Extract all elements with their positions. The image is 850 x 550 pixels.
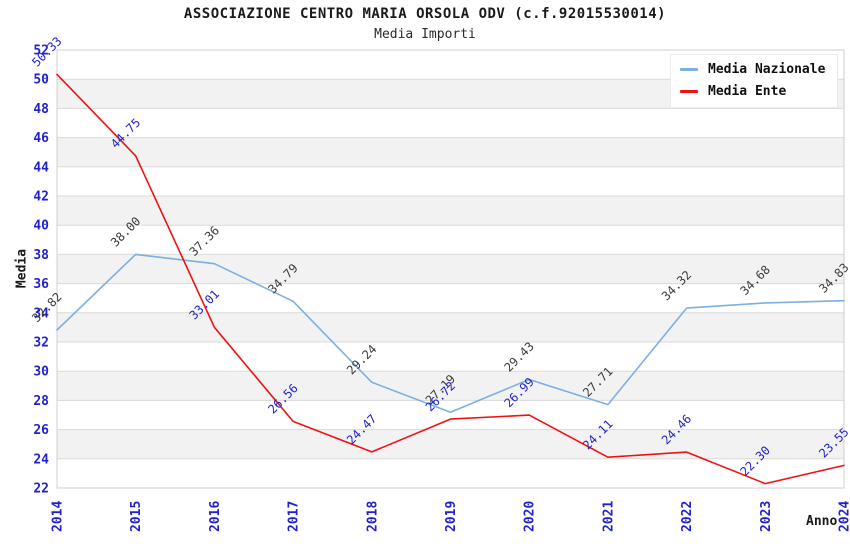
y-tick-label: 44 <box>33 160 49 175</box>
plot-band <box>57 137 844 167</box>
x-tick-label: 2024 <box>838 501 850 532</box>
x-tick-label: 2020 <box>523 501 538 532</box>
series-line-media-ente <box>56 73 845 485</box>
x-axis-label: Anno <box>806 514 838 529</box>
y-axis-label: Media <box>14 248 30 289</box>
data-label: 29.43 <box>501 339 536 374</box>
series-line-media-nazionale <box>56 253 845 414</box>
x-tick-label: 2021 <box>601 501 616 532</box>
legend-label-nazionale: Media Nazionale <box>708 62 826 77</box>
y-tick-label: 34 <box>33 306 49 321</box>
y-tick-label: 50 <box>33 73 49 88</box>
plot-band <box>57 196 844 226</box>
y-tick-label: 40 <box>33 219 49 234</box>
data-label: 37.36 <box>187 223 222 258</box>
plot-border <box>56 49 845 489</box>
y-tick-label: 26 <box>33 423 49 438</box>
y-tick-label: 52 <box>33 44 49 59</box>
legend-item-media-nazionale: Media Nazionale <box>680 62 825 77</box>
legend-label-ente: Media Ente <box>708 84 787 99</box>
y-tick-label: 46 <box>33 131 49 146</box>
plot-band <box>57 312 844 342</box>
x-tick-label: 2018 <box>365 501 380 532</box>
x-tick-label: 2022 <box>680 501 695 532</box>
y-tick-label: 24 <box>33 452 49 467</box>
plot-band <box>57 371 844 401</box>
y-tick-label: 38 <box>33 248 49 263</box>
y-tick-label: 28 <box>33 394 49 409</box>
x-tick-label: 2015 <box>129 501 144 532</box>
x-tick-label: 2014 <box>51 501 66 532</box>
legend-item-media-ente: Media Ente <box>680 84 825 99</box>
x-tick-label: 2023 <box>759 501 774 532</box>
x-tick-label: 2019 <box>444 501 459 532</box>
chart-subtitle: Media Importi <box>374 27 476 42</box>
legend: Media Nazionale Media Ente <box>670 54 839 108</box>
legend-swatch-ente-icon <box>680 90 698 93</box>
x-tick-label: 2016 <box>208 501 223 532</box>
y-tick-label: 30 <box>33 365 49 380</box>
y-tick-label: 42 <box>33 190 49 205</box>
plot-band <box>57 429 844 459</box>
y-tick-label: 22 <box>33 482 49 497</box>
y-tick-label: 32 <box>33 336 49 351</box>
y-tick-label: 48 <box>33 102 49 117</box>
legend-swatch-nazionale-icon <box>680 68 698 71</box>
chart-title: ASSOCIAZIONE CENTRO MARIA ORSOLA ODV (c.… <box>183 6 667 22</box>
x-tick-label: 2017 <box>287 501 302 532</box>
y-tick-label: 36 <box>33 277 49 292</box>
